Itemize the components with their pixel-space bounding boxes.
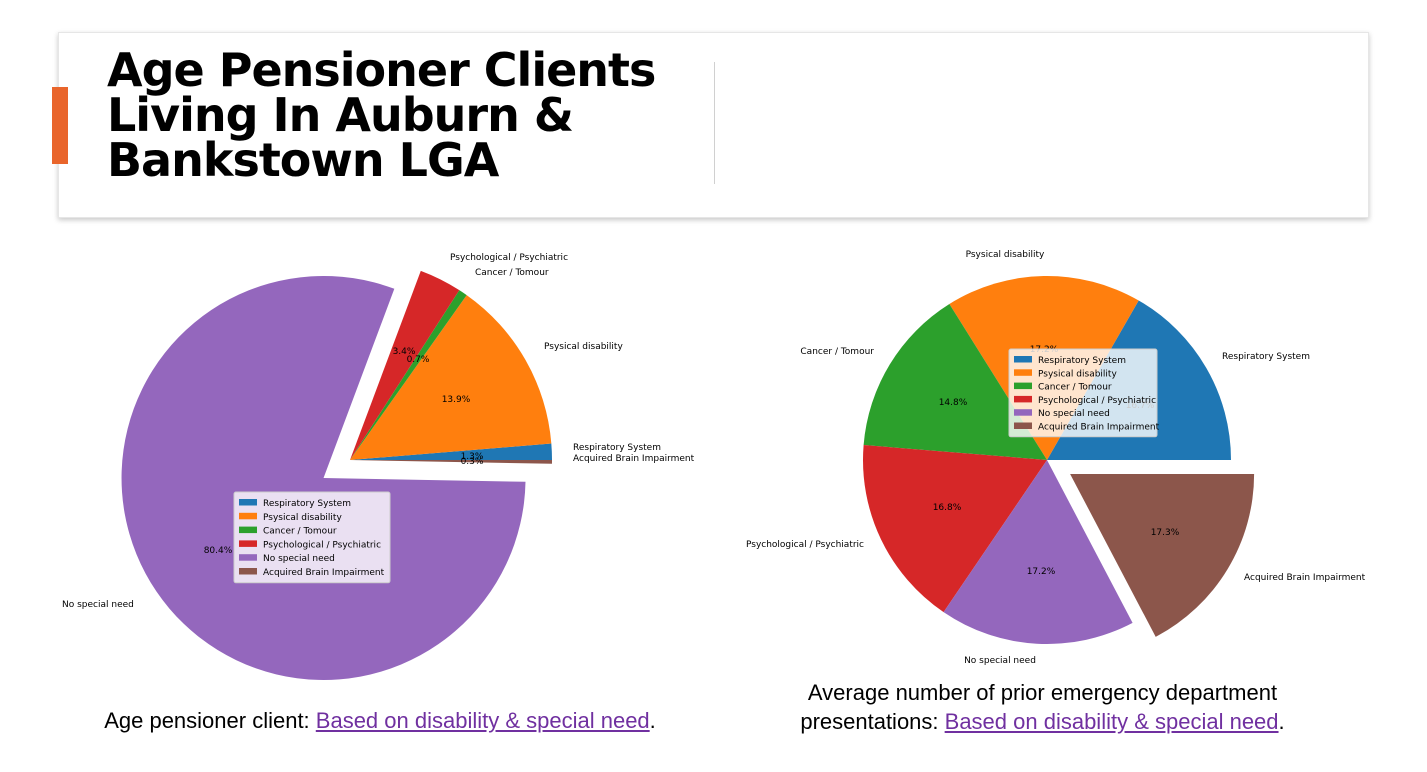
legend-swatch-psysical-disability [239, 512, 257, 520]
legend-entry-psysical-disability: Psysical disability [1038, 369, 1117, 379]
caption-left-text: Age pensioner client: [104, 708, 316, 733]
caption-right-suffix: . [1278, 709, 1285, 734]
percent-label-acquired-brain-impairment: 17.3% [1151, 528, 1180, 538]
legend-entry-no-special-need: No special need [263, 554, 335, 564]
slice-label-psychological-psychiatric: Psychological / Psychiatric [746, 540, 864, 550]
pie-slice-cancer-tomour [350, 290, 467, 460]
percent-label-psychological-psychiatric: 16.8% [933, 503, 962, 513]
legend-entry-respiratory-system: Respiratory System [263, 499, 351, 509]
legend-swatch-no-special-need [1014, 409, 1032, 416]
legend-swatch-acquired-brain-impairment [1014, 422, 1032, 429]
legend-entry-psysical-disability: Psysical disability [263, 513, 342, 523]
caption-left: Age pensioner client: Based on disabilit… [30, 706, 730, 735]
caption-right-text: Average number of prior emergency depart… [800, 680, 1278, 734]
legend: Respiratory System Psysical disability Can… [1008, 348, 1160, 438]
slice-label-acquired-brain-impairment: Acquired Brain Impairment [573, 454, 695, 464]
slice-label-psychological-psychiatric: Psychological / Psychiatric [450, 253, 568, 263]
slice-labels: Respiratory System Psysical disability Can… [746, 250, 1366, 666]
percent-label-cancer-tomour: 14.8% [939, 398, 968, 408]
legend: Respiratory System Psysical disability Can… [233, 491, 391, 584]
pie-slices [121, 270, 552, 680]
caption-right: Average number of prior emergency depart… [740, 678, 1345, 736]
caption-left-suffix: . [649, 708, 656, 733]
legend-entry-acquired-brain-impairment: Acquired Brain Impairment [1038, 423, 1160, 433]
pie-slice-no-special-need [943, 460, 1133, 644]
pie-chart-ed-presentations: Respiratory System Psysical disability Can… [746, 250, 1366, 666]
title-divider [714, 62, 715, 184]
slice-label-no-special-need: No special need [964, 656, 1036, 666]
slice-label-psysical-disability: Psysical disability [966, 250, 1045, 260]
legend-entry-cancer-tomour: Cancer / Tomour [263, 527, 337, 537]
legend-swatch-acquired-brain-impairment [239, 568, 257, 575]
caption-right-link[interactable]: Based on disability & special need [944, 709, 1279, 734]
legend-entry-no-special-need: No special need [1038, 409, 1110, 419]
percent-label-acquired-brain-impairment: 0.3% [461, 457, 484, 467]
pie-slice-no-special-need [121, 275, 526, 680]
slice-label-acquired-brain-impairment: Acquired Brain Impairment [1244, 573, 1366, 583]
legend-swatch-cancer-tomour [1014, 382, 1032, 390]
legend-swatch-psychological-psychiatric [239, 540, 257, 547]
slice-label-cancer-tomour: Cancer / Tomour [800, 347, 874, 357]
percent-label-respiratory-system: 1.3% [461, 452, 484, 462]
percent-labels: 1.3% 13.9% 0.7%3.4% 80.4% 0.3% [204, 347, 484, 556]
percent-label-psychological-psychiatric: 3.4% [393, 347, 416, 357]
caption-left-link[interactable]: Based on disability & special need [315, 708, 650, 733]
slice-label-psysical-disability: Psysical disability [544, 342, 623, 352]
legend-entry-psychological-psychiatric: Psychological / Psychiatric [1038, 396, 1156, 406]
pie-slice-respiratory-system [350, 443, 552, 460]
slice-label-cancer-tomour: Cancer / Tomour [475, 268, 549, 278]
legend-swatch-respiratory-system [1014, 356, 1032, 363]
percent-label-psysical-disability: 13.9% [442, 395, 471, 405]
legend-swatch-respiratory-system [239, 499, 257, 506]
pie-slices [863, 276, 1255, 644]
percent-label-no-special-need: 17.2% [1027, 567, 1056, 577]
pie-slice-cancer-tomour [863, 304, 1047, 460]
pie-slice-psychological-psychiatric [350, 270, 460, 460]
pie-slice-acquired-brain-impairment [1070, 473, 1255, 637]
legend-entry-psychological-psychiatric: Psychological / Psychiatric [263, 540, 381, 550]
slice-labels: Respiratory System Psysical disability Can… [62, 253, 695, 610]
legend-swatch-psysical-disability [1014, 369, 1032, 376]
pie-chart-disability: Respiratory System Psysical disability Can… [62, 253, 695, 680]
legend-swatch-no-special-need [239, 554, 257, 561]
legend-entry-cancer-tomour: Cancer / Tomour [1038, 383, 1112, 393]
legend-entry-respiratory-system: Respiratory System [1038, 356, 1126, 366]
percent-label-no-special-need: 80.4% [204, 546, 233, 556]
legend-swatch-psychological-psychiatric [1014, 395, 1032, 403]
pie-slice-psysical-disability [350, 295, 552, 460]
percent-label-cancer-tomour: 0.7% [407, 355, 430, 365]
legend-box [1008, 348, 1158, 438]
legend-box [233, 491, 391, 584]
pie-slice-psychological-psychiatric [863, 444, 1047, 613]
title-accent-bar [52, 87, 68, 164]
slide-title: Age Pensioner Clients Living In Auburn &… [107, 43, 656, 187]
slice-label-no-special-need: No special need [62, 600, 134, 610]
pie-slice-acquired-brain-impairment [350, 460, 552, 464]
slice-label-respiratory-system: Respiratory System [1222, 352, 1310, 362]
slice-label-respiratory-system: Respiratory System [573, 443, 661, 453]
legend-entry-acquired-brain-impairment: Acquired Brain Impairment [263, 568, 385, 578]
title-box [58, 32, 1369, 218]
legend-swatch-cancer-tomour [239, 526, 257, 534]
